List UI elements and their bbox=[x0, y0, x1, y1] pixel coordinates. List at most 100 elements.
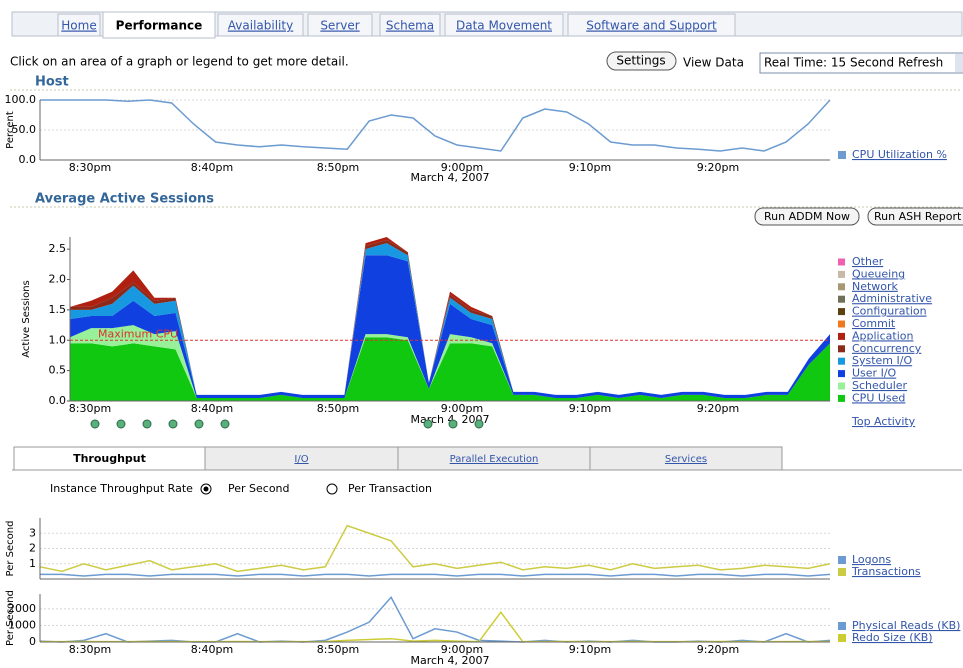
legend-swatch[interactable] bbox=[838, 283, 845, 291]
radio[interactable] bbox=[326, 483, 338, 495]
line[interactable] bbox=[40, 610, 831, 643]
subtab-label[interactable]: I/O bbox=[294, 454, 308, 465]
settings-button[interactable] bbox=[606, 51, 677, 71]
tab-label[interactable]: Availability bbox=[228, 19, 293, 33]
radio-label[interactable]: Per Second bbox=[228, 482, 290, 495]
x-tick-label: 9:10pm bbox=[569, 161, 611, 174]
tab-label[interactable]: Home bbox=[61, 19, 96, 33]
legend-swatch[interactable] bbox=[838, 295, 845, 303]
snapshot-icon[interactable] bbox=[168, 419, 178, 429]
x-tick-label: 8:50pm bbox=[317, 402, 359, 415]
tab[interactable] bbox=[217, 13, 304, 37]
legend-label[interactable]: Transactions bbox=[851, 565, 921, 578]
radio-dot bbox=[203, 486, 209, 492]
legend-label[interactable]: Redo Size (KB) bbox=[852, 631, 933, 644]
x-tick-label: 9:10pm bbox=[569, 402, 611, 415]
legend-swatch[interactable] bbox=[838, 370, 845, 378]
y-tick-label: 0 bbox=[29, 635, 36, 648]
tab-label[interactable]: Data Movement bbox=[456, 19, 552, 33]
legend-label[interactable]: Configuration bbox=[852, 305, 927, 318]
legend-swatch[interactable] bbox=[838, 332, 845, 340]
snapshot-icon[interactable] bbox=[194, 419, 204, 429]
snapshot-icon[interactable] bbox=[90, 419, 100, 429]
legend-label[interactable]: Administrative bbox=[852, 292, 932, 305]
legend-label[interactable]: System I/O bbox=[852, 354, 912, 367]
view-data-select[interactable] bbox=[759, 52, 963, 74]
subtab-label[interactable]: Services bbox=[665, 454, 707, 465]
select-arrow[interactable] bbox=[955, 54, 963, 72]
area[interactable] bbox=[70, 255, 830, 398]
legend-label[interactable]: Network bbox=[852, 280, 899, 293]
reference-label: Maximum CPU bbox=[98, 327, 178, 340]
ash-label[interactable]: Run ASH Report bbox=[874, 210, 962, 223]
addm-label[interactable]: Run ADDM Now bbox=[764, 210, 850, 223]
line[interactable] bbox=[39, 596, 831, 643]
legend-swatch[interactable] bbox=[838, 556, 846, 564]
legend-label[interactable]: CPU Used bbox=[852, 391, 905, 404]
tab[interactable] bbox=[379, 13, 441, 37]
legend-label[interactable]: Scheduler bbox=[852, 379, 908, 392]
legend-swatch[interactable] bbox=[838, 308, 845, 316]
tab-label[interactable]: Performance bbox=[116, 19, 203, 33]
snapshot-icon[interactable] bbox=[474, 419, 484, 429]
tab-label[interactable]: Software and Support bbox=[586, 19, 717, 33]
tab[interactable] bbox=[567, 13, 736, 37]
line[interactable] bbox=[40, 573, 831, 577]
legend-label[interactable]: Queueing bbox=[852, 267, 905, 280]
snapshot-icon[interactable] bbox=[142, 419, 152, 429]
legend-swatch[interactable] bbox=[838, 320, 845, 328]
legend-swatch[interactable] bbox=[838, 568, 846, 576]
line[interactable] bbox=[39, 524, 831, 573]
legend-label[interactable]: Commit bbox=[852, 317, 896, 330]
y-axis-label: Active Sessions bbox=[21, 280, 32, 357]
tab-label[interactable]: Schema bbox=[386, 19, 434, 33]
legend-swatch[interactable] bbox=[838, 270, 845, 278]
legend-swatch[interactable] bbox=[838, 634, 846, 642]
tab-label[interactable]: Server bbox=[320, 19, 359, 33]
area[interactable] bbox=[70, 337, 830, 401]
view-data-value[interactable]: Real Time: 15 Second Refresh bbox=[764, 56, 943, 70]
legend-swatch[interactable] bbox=[838, 382, 845, 390]
x-sublabel: March 4, 2007 bbox=[410, 171, 489, 184]
x-tick-label: 8:30pm bbox=[69, 161, 111, 174]
tab[interactable] bbox=[57, 13, 101, 37]
line[interactable] bbox=[40, 99, 831, 152]
top-activity-link[interactable]: Top Activity bbox=[851, 415, 916, 428]
y-axis-label: Per Second bbox=[5, 521, 16, 577]
subtab-label[interactable]: Parallel Execution bbox=[450, 454, 539, 465]
settings-label[interactable]: Settings bbox=[616, 54, 665, 68]
tab[interactable] bbox=[444, 13, 564, 37]
snapshot-icon[interactable] bbox=[423, 419, 433, 429]
x-tick-label: 9:00pm bbox=[441, 402, 483, 415]
tab[interactable] bbox=[102, 11, 216, 39]
snapshot-icon[interactable] bbox=[448, 419, 458, 429]
legend-swatch[interactable] bbox=[838, 258, 845, 266]
legend-label[interactable]: CPU Utilization % bbox=[852, 148, 947, 161]
legend-label[interactable]: Application bbox=[852, 329, 913, 342]
tab[interactable] bbox=[307, 13, 373, 37]
legend-label[interactable]: Other bbox=[852, 255, 884, 268]
legend-swatch[interactable] bbox=[838, 357, 845, 365]
y-tick-label: 0.5 bbox=[49, 364, 67, 377]
legend-swatch[interactable] bbox=[838, 394, 845, 402]
legend-swatch[interactable] bbox=[838, 622, 846, 630]
ash-button[interactable] bbox=[867, 207, 963, 226]
legend-label[interactable]: Physical Reads (KB) bbox=[852, 619, 960, 632]
snapshot-icon[interactable] bbox=[220, 419, 230, 429]
y-tick-label: 2.0 bbox=[49, 273, 67, 286]
legend-label[interactable]: Concurrency bbox=[852, 342, 922, 355]
legend-label[interactable]: Logons bbox=[852, 553, 891, 566]
area[interactable] bbox=[70, 325, 830, 398]
legend-swatch[interactable] bbox=[838, 151, 846, 159]
y-tick-label: 100.0 bbox=[5, 93, 37, 106]
subtab-label[interactable]: Throughput bbox=[73, 452, 146, 465]
legend-swatch[interactable] bbox=[838, 345, 845, 353]
x-tick-label: 9:20pm bbox=[697, 161, 739, 174]
rate-label: Instance Throughput Rate bbox=[50, 482, 193, 495]
radio-label[interactable]: Per Transaction bbox=[348, 482, 432, 495]
legend-label[interactable]: User I/O bbox=[852, 367, 897, 380]
subtab[interactable] bbox=[589, 446, 783, 471]
addm-button[interactable] bbox=[754, 207, 860, 226]
y-tick-label: 1.5 bbox=[49, 303, 67, 316]
snapshot-icon[interactable] bbox=[116, 419, 126, 429]
